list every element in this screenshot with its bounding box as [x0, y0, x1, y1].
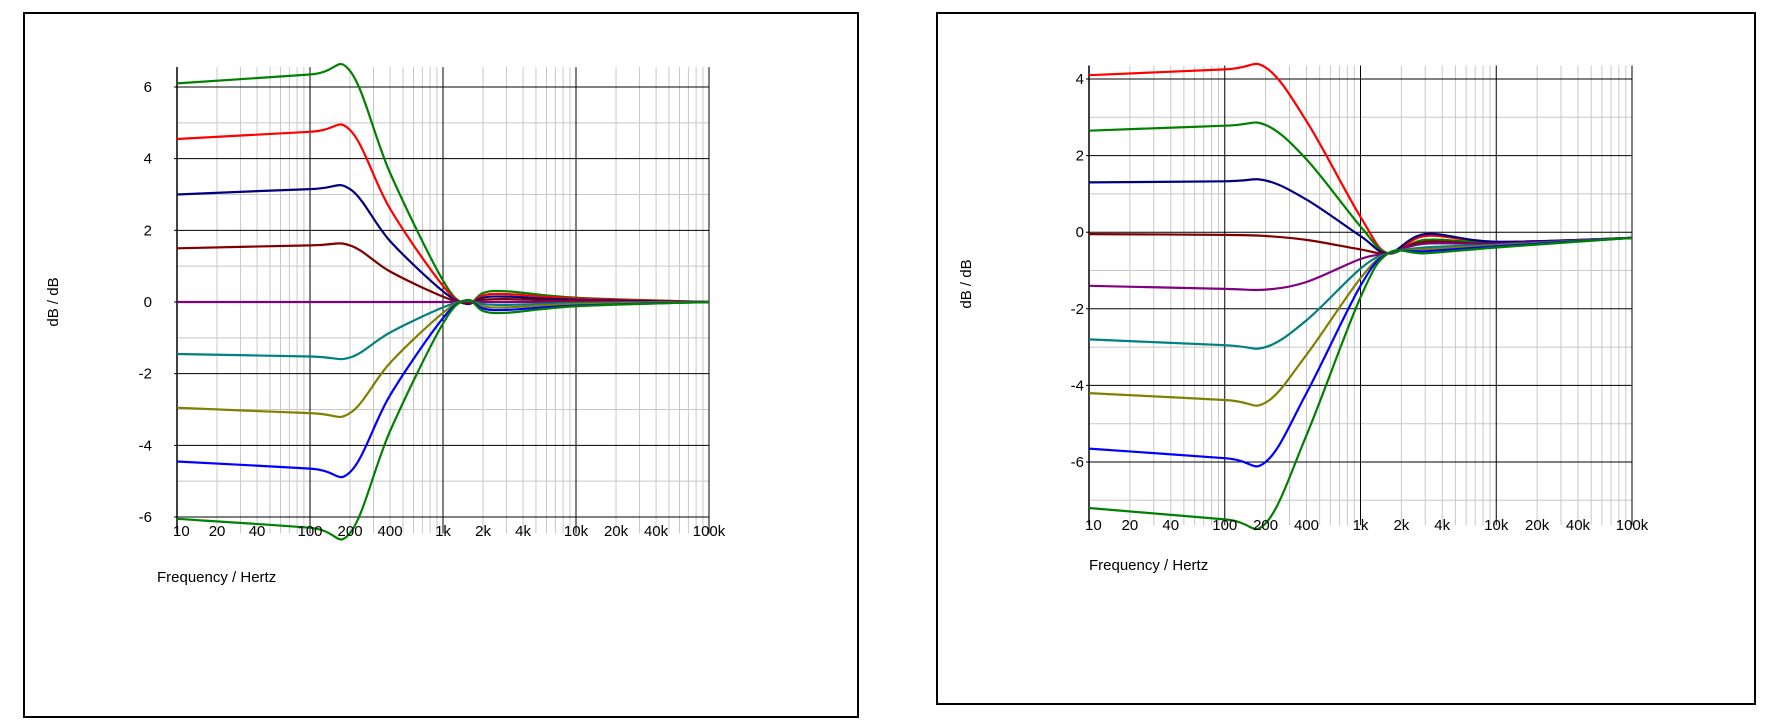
series-line-9: [1088, 236, 1633, 531]
grid-major: [1086, 65, 1633, 526]
chart-right-svg: 420-2-4-610 20 40 100 200 400 1k 2k 4k 10k 20k 40k 1…: [958, 62, 1649, 574]
y-tick-label: 4: [144, 151, 152, 168]
x-tick-label: 1k: [435, 523, 451, 540]
x-tick-label: 200: [1253, 517, 1278, 534]
y-tick-label: 0: [144, 294, 152, 311]
x-tick-label: 100: [1212, 517, 1237, 534]
x-tick-label: 20: [1122, 517, 1139, 534]
x-tick-label: 40k: [1566, 517, 1591, 534]
series-line-8: [1088, 236, 1633, 468]
x-tick-label: 10: [1085, 517, 1102, 534]
y-tick-label: 6: [144, 79, 152, 96]
y-axis-title: dB / dB: [45, 277, 62, 326]
y-tick-label: 4: [1076, 71, 1084, 88]
x-tick-label: 100: [297, 523, 322, 540]
y-tick-label: -4: [139, 437, 152, 454]
x-tick-label: 10k: [564, 523, 589, 540]
x-axis-title: Frequency / Hertz: [157, 569, 276, 586]
series-group: [1088, 62, 1633, 531]
x-tick-label: 20: [209, 523, 226, 540]
x-tick-label: 20k: [1525, 517, 1550, 534]
y-tick-label: 0: [1076, 224, 1084, 241]
y-tick-label: -2: [139, 366, 152, 383]
x-tick-label: 400: [1294, 517, 1319, 534]
x-tick-label: 100k: [1616, 517, 1649, 534]
x-tick-label: 4k: [515, 523, 531, 540]
x-axis-title: Frequency / Hertz: [1089, 557, 1208, 574]
x-tick-label: 40: [1162, 517, 1179, 534]
x-tick-label: 10: [173, 523, 190, 540]
x-tick-label: 1k: [1353, 517, 1369, 534]
y-tick-label: -6: [139, 509, 152, 526]
x-tick-label: 4k: [1434, 517, 1450, 534]
series-line-3: [1088, 178, 1633, 255]
x-tick-label: 10k: [1484, 517, 1509, 534]
y-tick-label: -6: [1071, 454, 1084, 471]
x-tick-label: 400: [378, 523, 403, 540]
x-tick-label: 2k: [1393, 517, 1409, 534]
series-line-5: [1088, 236, 1633, 292]
series-line-9: [176, 298, 710, 541]
series-group: [176, 62, 710, 541]
y-axis-title: dB / dB: [958, 259, 975, 308]
x-tick-label: 40k: [644, 523, 669, 540]
y-tick-label: -2: [1071, 301, 1084, 318]
series-line-2: [176, 123, 710, 306]
x-tick-label: 20k: [604, 523, 629, 540]
y-tick-label: -4: [1071, 377, 1084, 394]
x-tick-label: 40: [249, 523, 266, 540]
x-tick-label: 100k: [693, 523, 726, 540]
series-line-1: [176, 62, 710, 306]
chart-panel-right: 4 2 0 -2 -4 -6 10 20 40 100 200 400 1k 2k 4k 10k 20k 40k 1…: [936, 12, 1756, 705]
chart-panel-left: 6 4 2 0 -2 -4 -6 10 20 40 100 200 400 1k 2k 4k 10k 20k 40k…: [23, 12, 859, 718]
y-tick-label: 2: [1076, 148, 1084, 165]
x-tick-label: 200: [338, 523, 363, 540]
x-tick-label: 2k: [475, 523, 491, 540]
y-tick-label: 2: [144, 222, 152, 239]
